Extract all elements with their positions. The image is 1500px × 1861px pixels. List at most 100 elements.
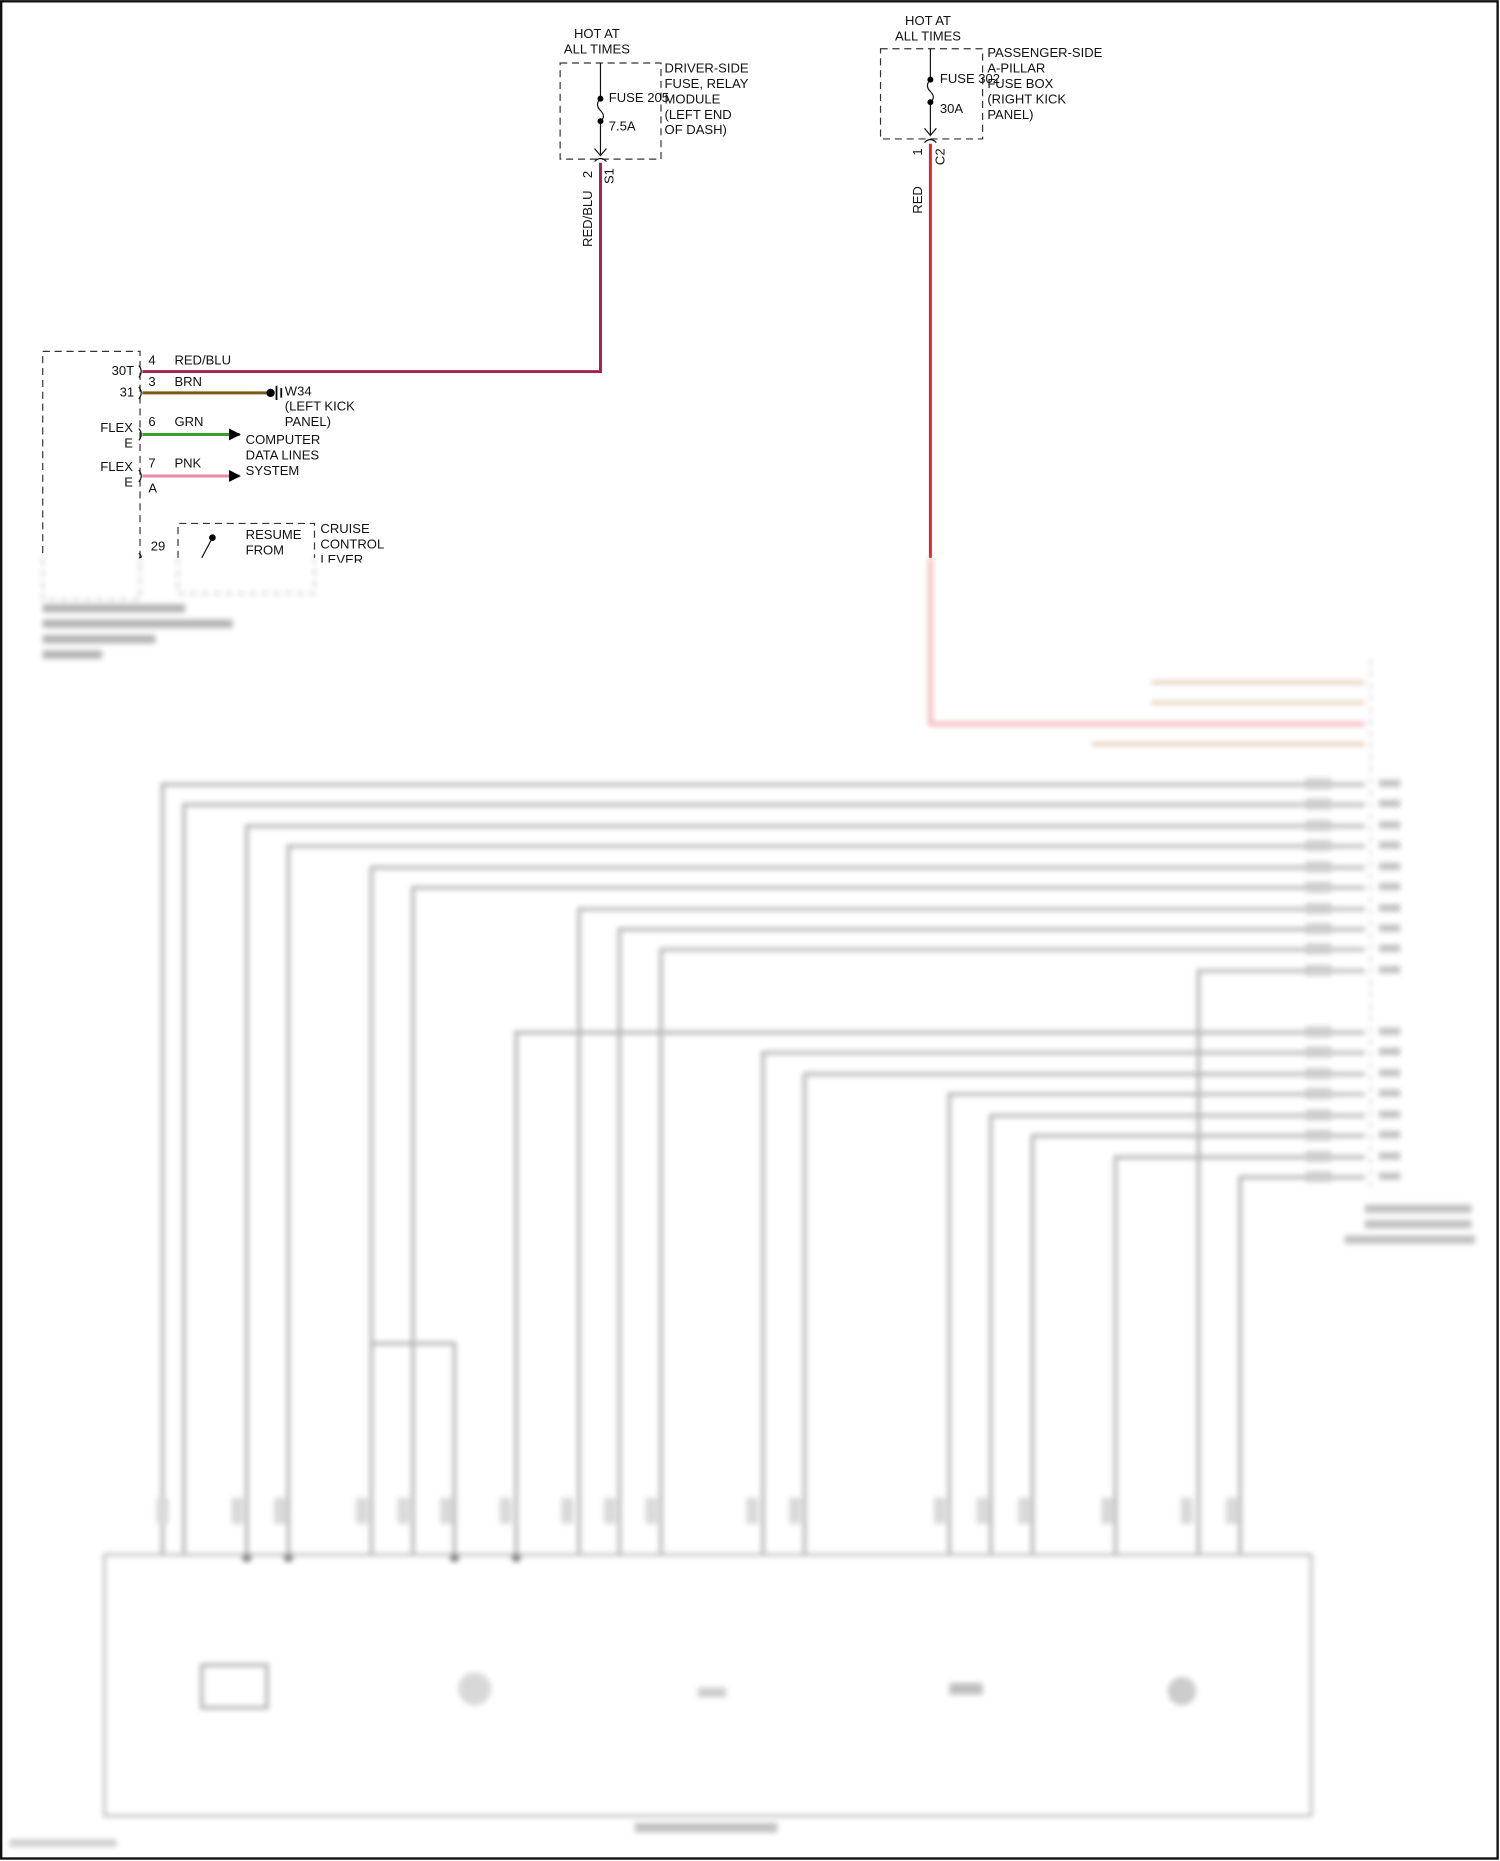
data-lines-label: SYSTEM	[246, 463, 300, 478]
connector-pin	[1305, 964, 1332, 976]
wire-color-label: PNK	[174, 456, 201, 471]
blurred-label	[1344, 1235, 1476, 1244]
fuse-location-line: FUSE BOX	[987, 76, 1053, 91]
fuse-location-line: FUSE, RELAY	[665, 76, 749, 91]
component-label: LEVER	[320, 552, 363, 567]
pin-number: 2	[580, 171, 595, 178]
fuse-location-line: (RIGHT KICK	[987, 91, 1066, 106]
switch-label: FROM	[246, 542, 284, 557]
blurred-label	[440, 1497, 453, 1524]
pin-number: 3	[148, 374, 155, 389]
fuse-location-line: PANEL)	[987, 107, 1033, 122]
wire-red-blu	[142, 162, 602, 374]
component-label: CRUISE	[320, 521, 370, 536]
connector-pin	[1305, 1088, 1332, 1100]
connector-pin	[1305, 881, 1332, 893]
steering-module-group: 4 RED/BLU 30T 3 BRN 31 W34 (LEFT KICK PA…	[42, 350, 384, 567]
fuse-icon	[596, 98, 605, 122]
wire	[1238, 1175, 1365, 1555]
blurred-label	[274, 1497, 286, 1524]
blurred-label	[42, 619, 233, 628]
connector-pin	[1305, 820, 1332, 831]
blurred-label	[1378, 821, 1401, 829]
wire	[761, 1050, 1365, 1555]
blurred-label	[1378, 1027, 1401, 1035]
blurred-region	[9, 557, 1476, 1847]
connector-pin	[1305, 1046, 1332, 1058]
wire-color-label: GRN	[174, 414, 203, 429]
data-lines-label: DATA LINES	[246, 447, 320, 462]
ground-icon	[266, 385, 283, 401]
connector-pin	[1305, 798, 1332, 810]
connector-pin	[1305, 923, 1332, 935]
module-boundary	[42, 557, 141, 601]
wire	[371, 1341, 457, 1555]
terminal-label: 31	[120, 384, 135, 399]
connector-pin	[1305, 1109, 1332, 1121]
blurred-label	[561, 1497, 574, 1524]
control-icon	[1167, 1676, 1197, 1706]
cruise-control-boundary	[177, 522, 316, 558]
wire-color-label: RED	[910, 186, 925, 214]
blurred-label	[1378, 1152, 1401, 1160]
blurred-label	[1225, 1497, 1238, 1524]
blurred-label	[231, 1497, 244, 1524]
switch-label: RESUME	[246, 527, 302, 542]
blurred-label	[1378, 966, 1401, 974]
blurred-label	[1378, 779, 1401, 787]
connector-id: C2	[933, 148, 948, 165]
blurred-label	[1378, 862, 1401, 870]
connector-pin	[1305, 1026, 1332, 1038]
component-label: CONTROL	[320, 536, 384, 551]
module-box	[103, 1553, 1313, 1817]
pin-number: 4	[148, 352, 155, 367]
data-lines-label: COMPUTER	[246, 432, 321, 447]
blurred-label	[746, 1497, 759, 1524]
control-icon	[697, 1687, 727, 1698]
connector-pin	[1305, 1068, 1332, 1079]
blurred-label	[1101, 1497, 1114, 1524]
wire	[245, 824, 1365, 1555]
fuse-location-line: DRIVER-SIDE	[665, 61, 749, 76]
driver-side-fuse-group: HOT AT ALL TIMES FUSE 205 7.5A DRIVER-SI…	[559, 26, 749, 247]
blurred-label	[1378, 1172, 1401, 1180]
blurred-label	[1378, 904, 1401, 912]
blurred-label	[1378, 841, 1401, 849]
wire-color-label: BRN	[174, 374, 202, 389]
terminal-label: FLEX	[100, 459, 133, 474]
ground-name: W34	[285, 383, 312, 398]
blurred-label	[1378, 924, 1401, 932]
pin-number: 6	[148, 414, 155, 429]
fuse-name: FUSE 205	[609, 90, 669, 105]
blurred-label	[976, 1497, 989, 1524]
terminal-label: FLEX	[100, 420, 133, 435]
display-icon	[199, 1663, 269, 1710]
cruise-control-boundary	[177, 557, 316, 595]
wire	[947, 1092, 1365, 1555]
connector-pin	[1305, 1151, 1332, 1162]
connector-pin	[1305, 778, 1332, 790]
blurred-label	[1364, 1204, 1472, 1213]
blurred-label	[42, 650, 103, 659]
module-boundary	[42, 350, 141, 558]
passenger-side-fuse-group: HOT AT ALL TIMES FUSE 302 30A PASSENGER-…	[879, 13, 1103, 214]
control-icon	[458, 1672, 492, 1706]
pin-number: 29	[151, 539, 166, 554]
blurred-label	[1180, 1497, 1193, 1524]
connector-pin	[1305, 943, 1332, 955]
wire	[989, 1113, 1365, 1555]
blurred-label	[1378, 883, 1401, 891]
all-times-label: ALL TIMES	[895, 28, 961, 43]
wire	[617, 927, 1365, 1555]
blurred-label	[1364, 1220, 1472, 1229]
blurred-label	[933, 1497, 946, 1524]
fuse-rating: 30A	[940, 101, 964, 116]
switch-icon	[201, 537, 213, 559]
fuse-rating: 7.5A	[609, 119, 636, 134]
blurred-label	[604, 1497, 616, 1524]
blurred-label	[645, 1497, 658, 1524]
blurred-label	[1018, 1497, 1031, 1524]
